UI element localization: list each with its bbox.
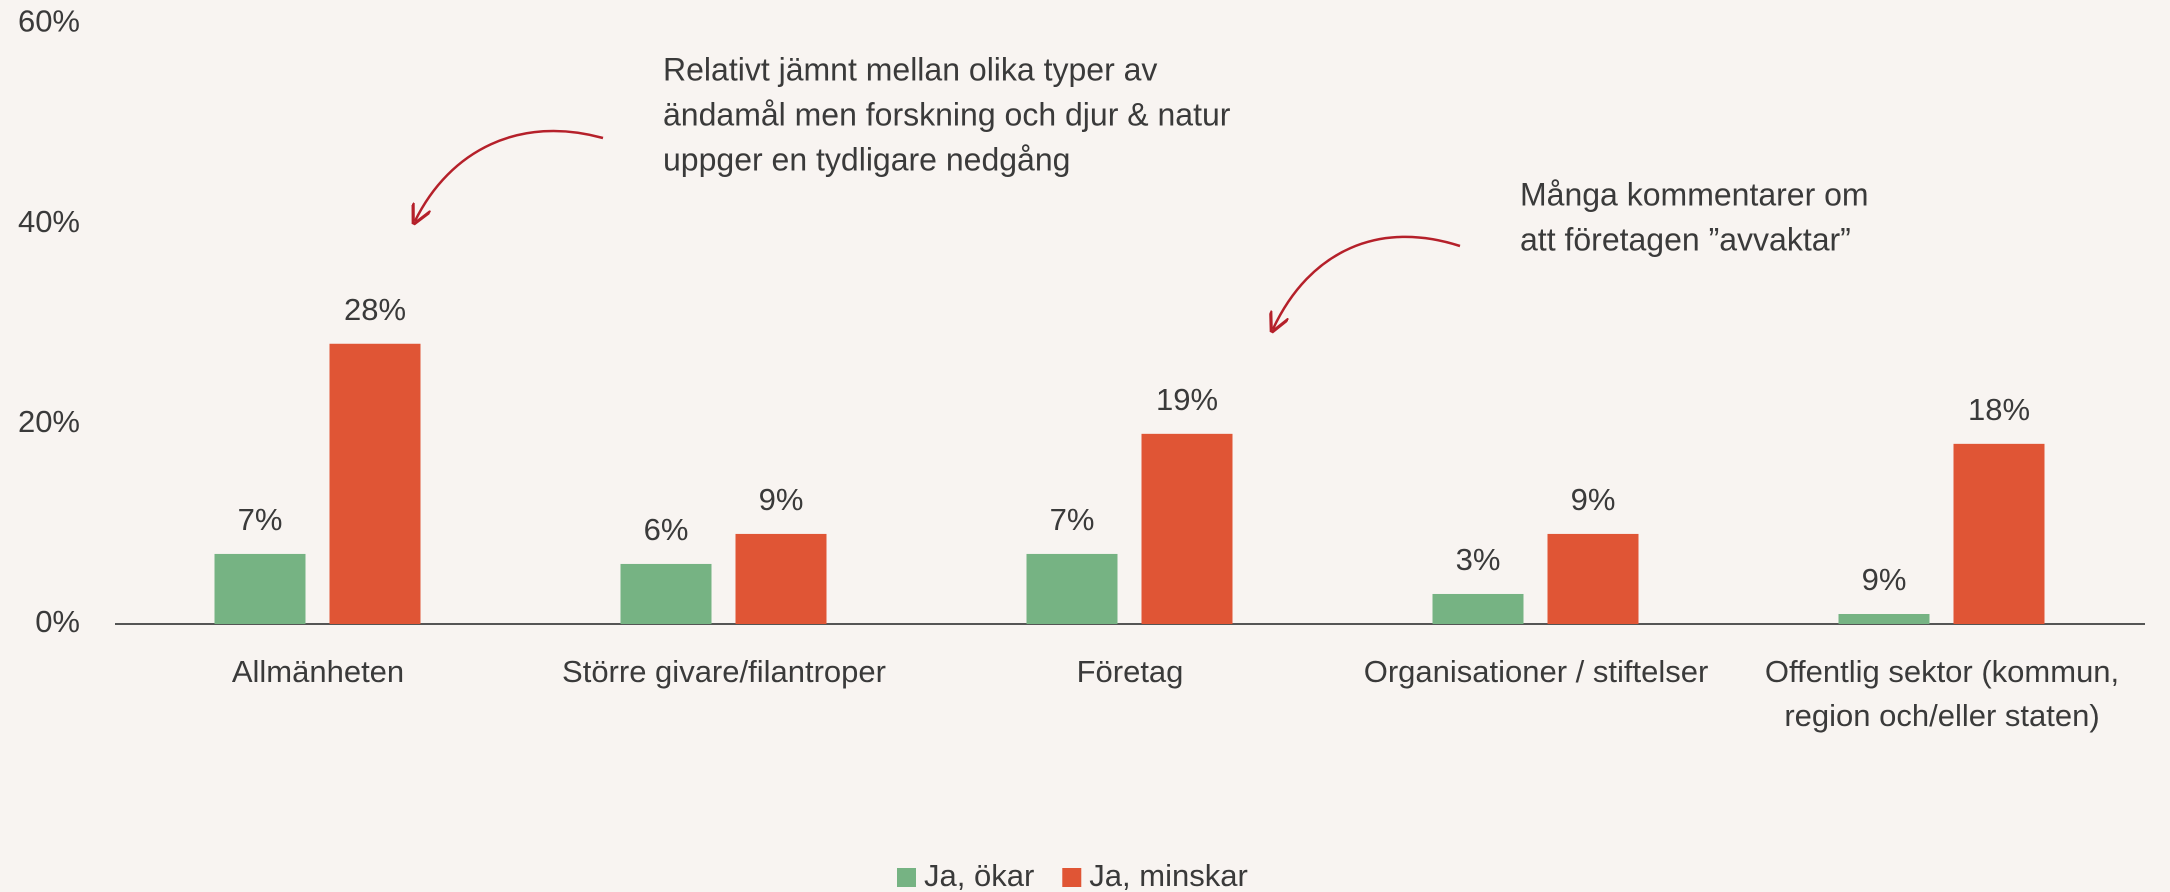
value-label: 9% [1862,562,1907,597]
x-tick-label: Organisationer / stiftelser [1363,654,1709,689]
value-label: 3% [1456,542,1501,577]
annotation-arrow [1273,235,1461,329]
value-label: 9% [1571,482,1616,517]
legend-swatch [897,868,916,887]
annotation: att företagen ”avvaktar” [1520,221,1851,257]
y-tick-label: 20% [18,404,80,439]
value-label: 18% [1968,392,2030,427]
annotation: uppger en tydligare nedgång [663,141,1070,177]
value-label: 9% [759,482,804,517]
bar [1953,443,2045,624]
y-tick-label: 60% [18,4,80,39]
bar [1547,533,1639,624]
annotation: Relativt jämnt mellan olika typer av [663,51,1157,87]
y-tick-label: 0% [35,604,80,639]
value-label: 28% [344,292,406,327]
y-tick-label: 40% [18,204,80,239]
annotation: ändamål men forskning och djur & natur [663,96,1231,132]
x-tick-label: Offentlig sektor (kommun, region och/ell… [1764,654,2120,733]
value-label: 7% [238,502,283,537]
bar [214,553,306,624]
legend-label: Ja, ökar [924,858,1034,892]
annotation-arrow [415,129,604,221]
legend-label: Ja, minskar [1089,858,1247,892]
value-label: 7% [1050,502,1095,537]
bar [735,533,827,624]
bar [329,343,421,624]
value-label: 19% [1156,382,1218,417]
bar [1026,553,1118,624]
x-tick-label: Företag [1076,654,1184,689]
x-tick-label: Större givare/filantroper [562,654,886,689]
bar [620,563,712,624]
legend-swatch [1062,868,1082,887]
bar [1141,433,1233,624]
bar [1432,593,1524,624]
value-label: 6% [644,512,689,547]
annotation: Många kommentarer om [1520,176,1869,212]
bar [1838,613,1930,624]
x-tick-label: Allmänheten [231,654,405,689]
